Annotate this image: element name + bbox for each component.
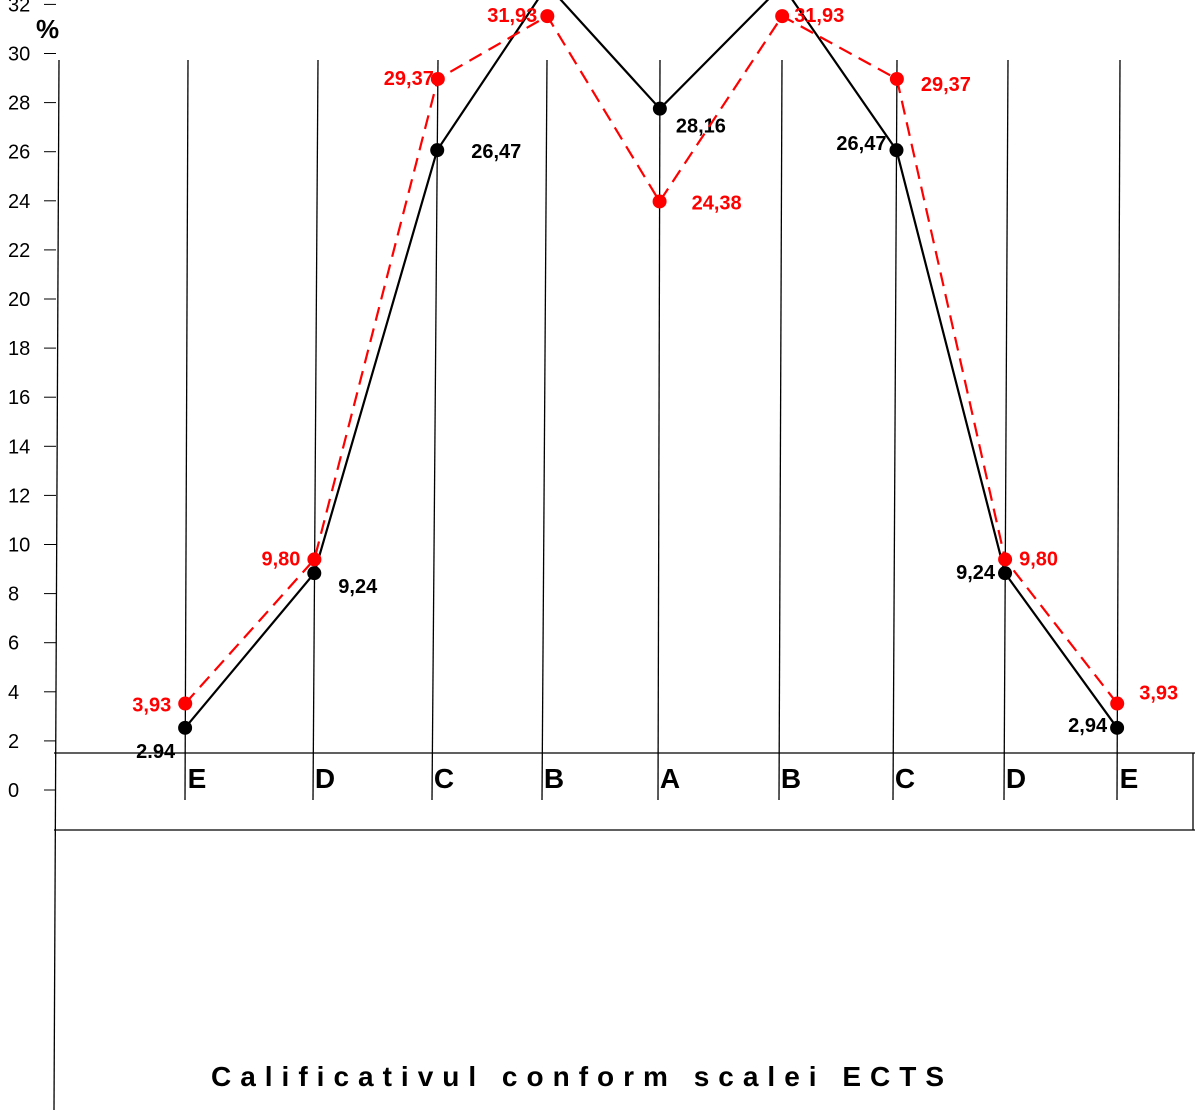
- y-tick-label: 0: [8, 780, 19, 802]
- y-tick-label: 20: [8, 289, 30, 311]
- data-label: 2,94: [1068, 715, 1108, 737]
- data-point-dashed: [652, 194, 667, 209]
- data-point-solid: [430, 143, 445, 158]
- category-gridline: [892, 59, 898, 801]
- data-point-solid: [1110, 720, 1125, 735]
- y-tick-label: 14: [8, 436, 30, 458]
- y-tick-label: 16: [8, 387, 30, 409]
- y-tick-label: 26: [8, 142, 30, 164]
- series-line-solid: [184, 0, 1118, 729]
- x-category-label: E: [188, 763, 207, 794]
- x-category-label: C: [434, 763, 454, 794]
- data-label: 3,93: [1139, 683, 1178, 705]
- category-gridline: [312, 59, 319, 801]
- x-category-label: D: [315, 763, 335, 794]
- y-tick-label: 22: [8, 240, 30, 262]
- x-category-label: B: [544, 763, 564, 794]
- data-label: 28,16: [676, 116, 726, 138]
- series-line-dashed: [184, 14, 1119, 705]
- data-point-solid: [998, 566, 1013, 581]
- y-tick-label: 8: [8, 584, 19, 606]
- y-tick-label: 18: [8, 338, 30, 360]
- y-tick-label: 6: [8, 633, 19, 655]
- y-unit-label: %: [36, 14, 59, 44]
- data-label: 9,24: [956, 562, 996, 584]
- data-point-solid: [307, 566, 322, 581]
- y-tick-label: 10: [8, 535, 30, 557]
- y-tick-label: 30: [8, 44, 30, 66]
- data-point-dashed: [540, 9, 555, 24]
- data-label: 9,80: [261, 548, 300, 570]
- x-category-label: E: [1120, 763, 1139, 794]
- x-axis-title: Calificativul conform scalei ECTS: [211, 1061, 953, 1092]
- data-label: 29,37: [384, 68, 434, 90]
- y-tick-label: 24: [8, 191, 30, 213]
- data-label: 31,93: [487, 5, 537, 27]
- data-point-dashed: [1110, 696, 1125, 711]
- data-label: 9,80: [1019, 548, 1058, 570]
- y-tick-label: 28: [8, 93, 30, 115]
- y-tick-label: 12: [8, 485, 30, 507]
- data-label: 24,38: [692, 192, 742, 214]
- y-axis-line: [53, 59, 60, 1111]
- category-gridline: [778, 59, 783, 801]
- category-gridline: [184, 59, 189, 801]
- data-point-dashed: [307, 552, 322, 567]
- y-tick-label: 2: [8, 731, 19, 753]
- series-lines: 2.949,2426,4733,1928,1633,1926,479,242,9…: [132, 0, 1178, 763]
- data-label: 31,93: [794, 5, 844, 27]
- axes-frame: [53, 59, 1195, 1111]
- data-point-dashed: [430, 71, 445, 86]
- data-label: 26,47: [836, 133, 886, 155]
- data-point-dashed: [178, 696, 193, 711]
- data-label: 9,24: [338, 576, 378, 598]
- category-gridline: [1116, 59, 1121, 801]
- data-point-dashed: [998, 552, 1013, 567]
- data-label: 29,37: [921, 74, 971, 96]
- category-gridline: [431, 59, 439, 801]
- category-gridlines: [184, 59, 1121, 801]
- y-axis-ticks: 024681012141618202224262830323436: [8, 0, 56, 802]
- x-category-label: D: [1006, 763, 1026, 794]
- x-category-label: A: [660, 763, 680, 794]
- data-label: 2.94: [136, 741, 176, 763]
- x-category-label: C: [895, 763, 915, 794]
- data-label: 3,93: [132, 695, 171, 717]
- x-category-label: B: [781, 763, 801, 794]
- category-gridline: [1003, 59, 1009, 801]
- data-point-solid: [889, 143, 904, 158]
- data-label: 26,47: [471, 141, 521, 163]
- data-point-solid: [652, 101, 667, 116]
- y-tick-label: 32: [8, 0, 30, 16]
- data-point-dashed: [775, 9, 790, 24]
- data-point-solid: [178, 720, 193, 735]
- y-tick-label: 4: [8, 682, 19, 704]
- data-point-dashed: [889, 71, 904, 86]
- category-gridline: [657, 59, 661, 801]
- category-gridline: [541, 59, 548, 801]
